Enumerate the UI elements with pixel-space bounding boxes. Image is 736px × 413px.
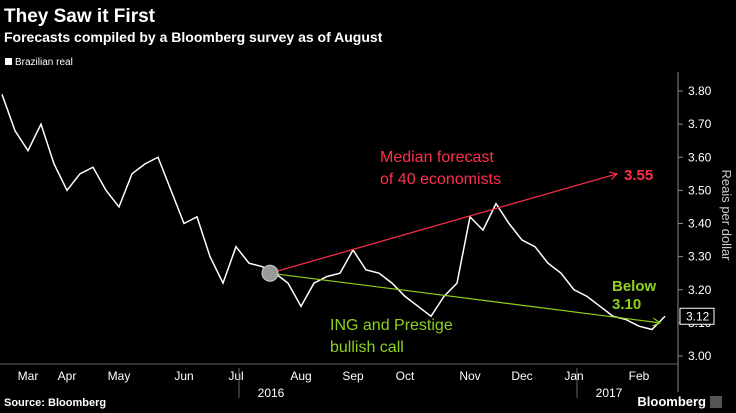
x-tick-label: Jul: [228, 369, 243, 383]
x-tick-label: May: [108, 369, 131, 383]
brand-icon: [710, 396, 722, 408]
chart-title: They Saw it First: [4, 6, 156, 27]
legend-label: Brazilian real: [15, 57, 73, 68]
chart-subtitle: Forecasts compiled by a Bloomberg survey…: [4, 29, 383, 45]
x-tick-label: Mar: [18, 369, 39, 383]
last-value-box: [679, 307, 715, 325]
x-group-label: 2017: [596, 386, 623, 400]
x-tick-label: Sep: [342, 369, 364, 383]
y-tick-label: 3.00: [688, 349, 712, 363]
series-line: [1, 94, 666, 331]
x-tick-label: Apr: [58, 369, 77, 383]
legend-swatch: [5, 58, 12, 65]
x-tick-label: Nov: [459, 369, 480, 383]
x-group-label: 2016: [258, 386, 285, 400]
forecast-value-label: Below: [612, 278, 657, 295]
y-tick-label: 3.40: [688, 217, 712, 231]
brand: Bloomberg: [637, 394, 706, 409]
y-tick-label: 3.20: [688, 283, 712, 297]
forecast-origin: [261, 264, 279, 282]
x-tick-label: Jun: [174, 369, 193, 383]
forecast-text: bullish call: [330, 339, 404, 356]
x-tick-label: Feb: [629, 369, 650, 383]
forecast-text: Median forecast: [380, 149, 494, 166]
y-axis-title: Reais per dollar: [719, 169, 734, 261]
forecast-line: [269, 272, 661, 324]
x-tick-label: Oct: [396, 369, 415, 383]
forecast-value-label: 3.10: [612, 296, 641, 313]
y-tick-label: 3.70: [688, 117, 712, 131]
forecast-arrow: [652, 317, 662, 327]
x-tick-label: Jan: [564, 369, 583, 383]
forecast-text: ING and Prestige: [330, 317, 453, 334]
y-tick-label: 3.80: [688, 84, 712, 98]
forecast-text: of 40 economists: [380, 171, 501, 188]
y-tick-label: 3.30: [688, 250, 712, 264]
x-tick-label: Dec: [511, 369, 532, 383]
forecast-arrow: [609, 171, 619, 180]
y-tick-label: 3.50: [688, 183, 712, 197]
last-value-label: 3.12: [686, 309, 710, 323]
forecast-line: [269, 173, 618, 274]
y-tick-label: 3.60: [688, 150, 712, 164]
source: Source: Bloomberg: [4, 397, 106, 409]
forecast-value-label: 3.55: [624, 167, 653, 184]
x-tick-label: Aug: [290, 369, 311, 383]
